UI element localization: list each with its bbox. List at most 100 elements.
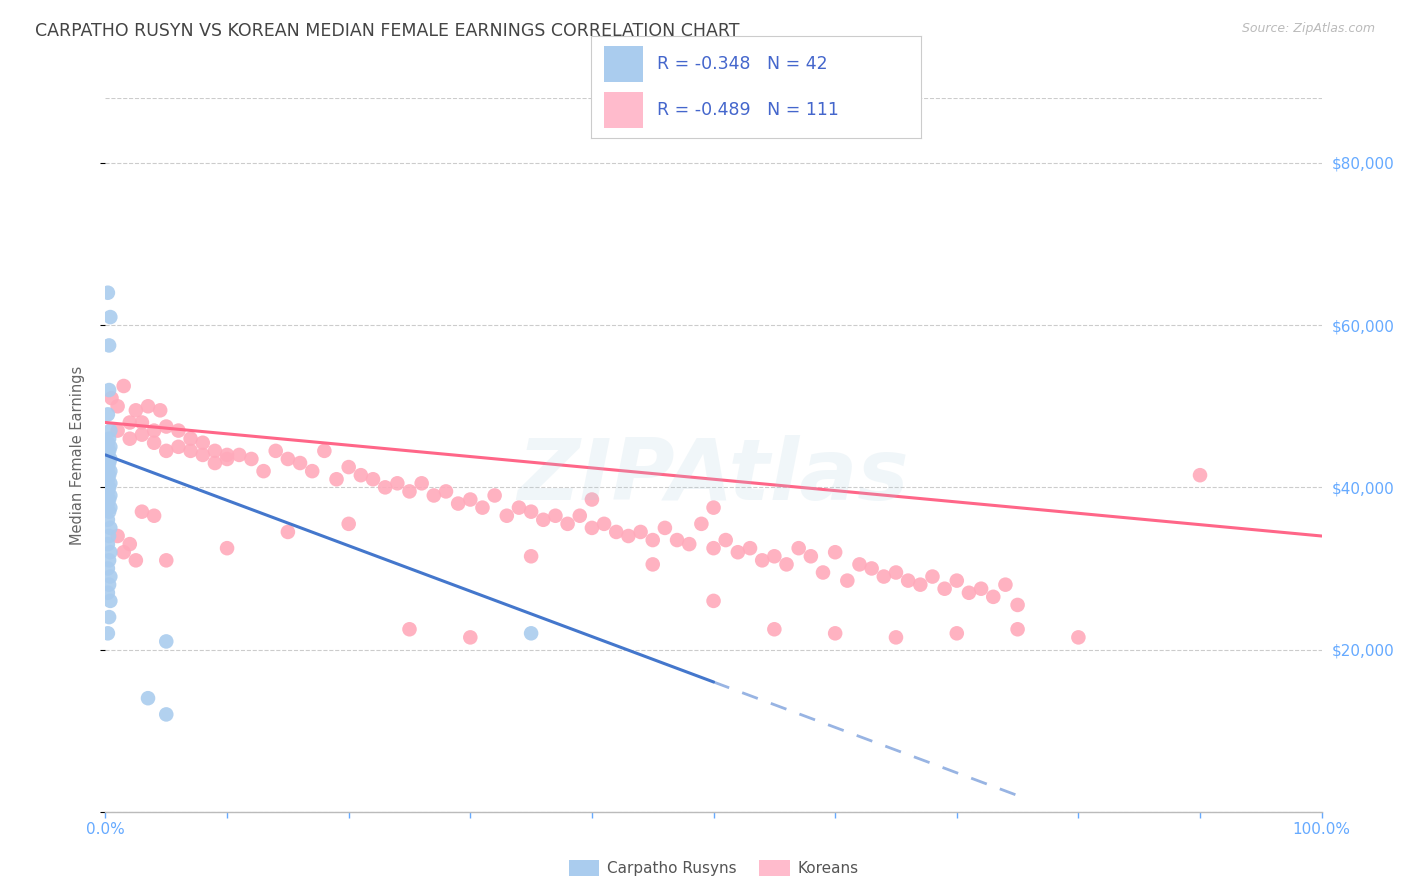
Point xyxy=(678,537,700,551)
Point xyxy=(217,541,239,556)
Point xyxy=(180,443,202,458)
Point xyxy=(98,529,121,543)
Point xyxy=(167,424,190,438)
Point xyxy=(508,500,530,515)
Point xyxy=(97,408,120,422)
Point xyxy=(277,452,299,467)
Text: Source: ZipAtlas.com: Source: ZipAtlas.com xyxy=(1241,22,1375,36)
Point xyxy=(97,513,120,527)
Point xyxy=(98,488,121,502)
Point xyxy=(1067,631,1090,645)
Point xyxy=(641,558,664,572)
FancyBboxPatch shape xyxy=(603,92,644,128)
Point xyxy=(97,586,120,600)
Point xyxy=(423,488,446,502)
Point xyxy=(873,569,896,583)
Point xyxy=(374,480,396,494)
Point xyxy=(98,594,121,608)
Point xyxy=(98,310,121,324)
Point xyxy=(143,435,166,450)
Point xyxy=(264,443,287,458)
Point xyxy=(654,521,676,535)
Point xyxy=(690,516,713,531)
Point xyxy=(98,440,121,454)
Point xyxy=(155,707,177,722)
Point xyxy=(981,590,1004,604)
Point xyxy=(217,452,239,467)
Point xyxy=(98,521,121,535)
Point xyxy=(848,558,870,572)
Point xyxy=(361,472,384,486)
Point xyxy=(118,432,141,446)
Point xyxy=(581,521,603,535)
Text: CARPATHO RUSYN VS KOREAN MEDIAN FEMALE EARNINGS CORRELATION CHART: CARPATHO RUSYN VS KOREAN MEDIAN FEMALE E… xyxy=(35,22,740,40)
Point xyxy=(557,516,579,531)
Point xyxy=(411,476,433,491)
Point xyxy=(531,513,554,527)
Point xyxy=(484,488,506,502)
Point xyxy=(288,456,311,470)
Point xyxy=(204,456,226,470)
Point xyxy=(751,553,773,567)
Point xyxy=(568,508,591,523)
Text: ZIPAtlas: ZIPAtlas xyxy=(517,434,910,518)
Point xyxy=(921,569,943,583)
Point xyxy=(884,631,907,645)
Point xyxy=(702,594,725,608)
Point xyxy=(350,468,373,483)
Point xyxy=(98,338,121,352)
Point xyxy=(97,472,120,486)
Text: R = -0.489   N = 111: R = -0.489 N = 111 xyxy=(657,101,838,119)
Point xyxy=(98,545,121,559)
Point xyxy=(191,435,214,450)
Point xyxy=(97,448,120,462)
Point xyxy=(398,622,420,636)
Point xyxy=(98,443,121,458)
Point xyxy=(434,484,457,499)
Point xyxy=(957,586,980,600)
Point xyxy=(98,432,121,446)
Point xyxy=(945,574,967,588)
Point xyxy=(98,456,121,470)
Point xyxy=(994,577,1017,591)
Point xyxy=(97,285,120,300)
Point xyxy=(314,443,336,458)
Point xyxy=(149,403,172,417)
Point xyxy=(458,631,481,645)
Point xyxy=(107,424,129,438)
Point xyxy=(763,622,786,636)
Point xyxy=(97,460,120,475)
Point xyxy=(98,569,121,583)
Point xyxy=(702,500,725,515)
Point xyxy=(98,610,121,624)
Point xyxy=(641,533,664,547)
Point xyxy=(800,549,823,564)
Point xyxy=(934,582,956,596)
Point xyxy=(738,541,761,556)
Point xyxy=(471,500,494,515)
Point xyxy=(112,545,135,559)
Point xyxy=(125,553,148,567)
Point xyxy=(301,464,323,478)
Point xyxy=(112,379,135,393)
Point xyxy=(387,476,409,491)
Point xyxy=(143,508,166,523)
Point xyxy=(581,492,603,507)
Point xyxy=(118,537,141,551)
Point xyxy=(118,416,141,430)
Point xyxy=(107,529,129,543)
Point xyxy=(98,480,121,494)
Point xyxy=(617,529,640,543)
Point xyxy=(155,553,177,567)
Point xyxy=(100,391,122,405)
Point xyxy=(945,626,967,640)
Point xyxy=(1189,468,1212,483)
Point xyxy=(666,533,689,547)
Point xyxy=(520,505,543,519)
Text: R = -0.348   N = 42: R = -0.348 N = 42 xyxy=(657,55,827,73)
Point xyxy=(520,549,543,564)
Point xyxy=(98,553,121,567)
Point xyxy=(155,419,177,434)
Point xyxy=(897,574,920,588)
Point xyxy=(131,505,153,519)
